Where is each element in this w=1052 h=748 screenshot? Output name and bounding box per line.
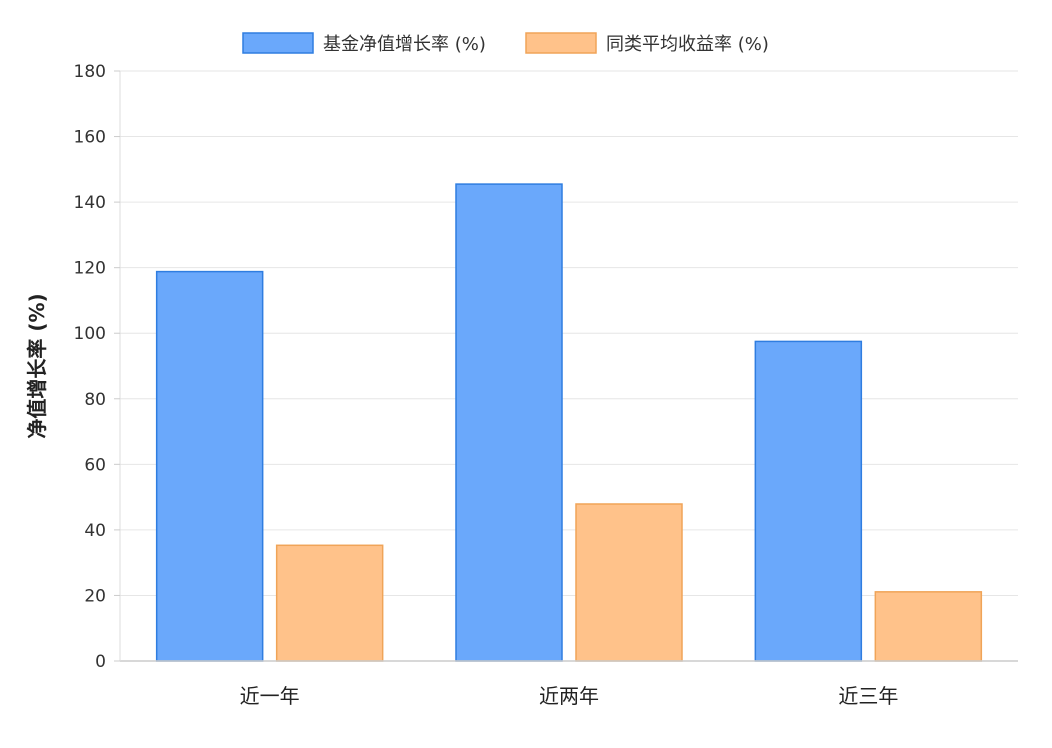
axes-layer: [119, 71, 1018, 662]
y-tick-label: 120: [74, 259, 106, 279]
legend-swatch-1: [525, 32, 597, 54]
bar-series-1-0: [275, 544, 384, 662]
x-tick-labels: 近一年 近两年 近三年: [240, 684, 899, 708]
y-tick-label: 140: [74, 193, 106, 213]
y-tick-label: 0: [95, 652, 106, 672]
legend: 基金净值增长率 (%) 同类平均收益率 (%): [242, 32, 769, 55]
bar-series-1-2: [874, 591, 983, 662]
y-tick-label: 180: [74, 62, 106, 82]
x-tick-label: 近一年: [240, 684, 300, 708]
y-tick-labels: 0 20 40 60 80 100 120 140 160 180: [74, 62, 120, 672]
legend-swatch-0: [242, 32, 314, 54]
legend-label-0: 基金净值增长率 (%): [323, 34, 486, 55]
x-tick-label: 近三年: [838, 684, 898, 708]
y-tick-label: 20: [84, 586, 106, 606]
grid-layer: [120, 70, 1018, 596]
bar-series-1-1: [575, 503, 683, 662]
y-tick-label: 100: [74, 324, 106, 344]
x-tick-label: 近两年: [539, 684, 599, 708]
bar-series-0-1: [455, 183, 563, 662]
y-tick-label: 60: [84, 455, 106, 475]
y-tick-label: 80: [84, 390, 106, 410]
y-tick-label: 40: [84, 521, 106, 541]
y-axis-label: 净值增长率 (%): [25, 293, 49, 438]
y-tick-label: 160: [74, 128, 106, 148]
bar-series-0-2: [754, 340, 863, 662]
legend-label-1: 同类平均收益率 (%): [606, 34, 769, 55]
bars-layer: [155, 183, 983, 662]
bar-series-0-0: [155, 270, 264, 662]
